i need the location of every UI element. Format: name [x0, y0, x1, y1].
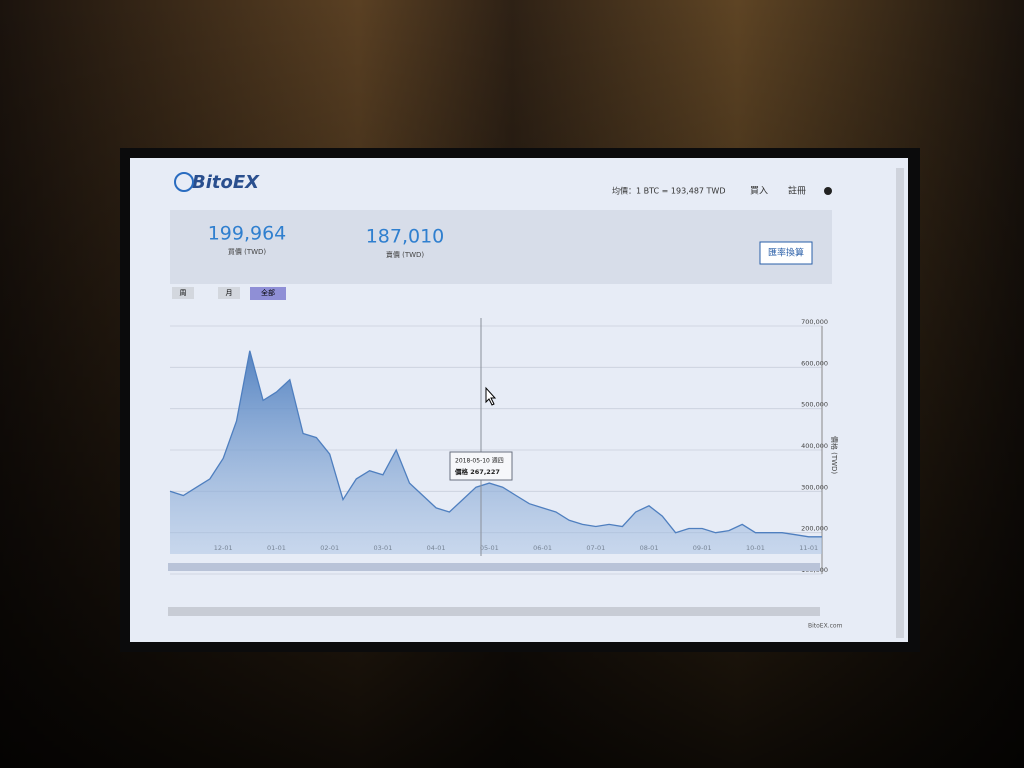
- y-tick-label: 400,000: [801, 442, 828, 450]
- area: [170, 350, 822, 554]
- language-icon[interactable]: [824, 187, 832, 195]
- y-tick-label: 200,000: [801, 525, 828, 533]
- tab-label[interactable]: 月: [226, 289, 233, 297]
- logo-icon: [174, 172, 194, 192]
- nav-link[interactable]: 註冊: [788, 185, 806, 197]
- y-tick-label: 600,000: [801, 359, 828, 367]
- chart: 100,000200,000300,000400,000500,000600,0…: [169, 318, 828, 575]
- nav-link[interactable]: 買入: [750, 186, 768, 197]
- navigator-scrollbar[interactable]: [168, 607, 820, 616]
- y-tick-label: 500,000: [801, 401, 828, 409]
- tooltip: [449, 451, 513, 481]
- cursor: [485, 386, 497, 406]
- average-price: 均價：1 BTC = 193,487 TWD: [612, 186, 726, 196]
- y-tick-label: 300,000: [801, 483, 828, 491]
- sell-price: 187,010: [366, 226, 445, 248]
- sell-label: 賣價 (TWD): [386, 250, 425, 259]
- tab[interactable]: [172, 287, 194, 299]
- buy-label: 買價 (TWD): [228, 247, 267, 256]
- converter-button[interactable]: [759, 241, 813, 265]
- buy-price: 199,964: [208, 223, 287, 245]
- footer: BitoEX.com: [808, 623, 843, 630]
- tab-active[interactable]: [250, 287, 286, 300]
- tooltip-date: 2018-05-10 週四: [455, 457, 504, 465]
- y-tick-label: 700,000: [801, 318, 828, 326]
- navigator[interactable]: [168, 563, 820, 571]
- price-panel: [170, 210, 832, 284]
- tooltip-price: 價格 267,227: [454, 467, 500, 476]
- tab[interactable]: [218, 287, 240, 299]
- tab-label[interactable]: 周: [180, 289, 187, 297]
- scrollbar: [896, 168, 904, 638]
- line: [169, 350, 822, 538]
- logo[interactable]: BitoEX: [192, 172, 260, 193]
- y-axis-label: 價格 (TWD): [830, 436, 839, 475]
- converter-label[interactable]: 匯率換算: [768, 247, 804, 259]
- tab-label[interactable]: 全部: [261, 288, 275, 297]
